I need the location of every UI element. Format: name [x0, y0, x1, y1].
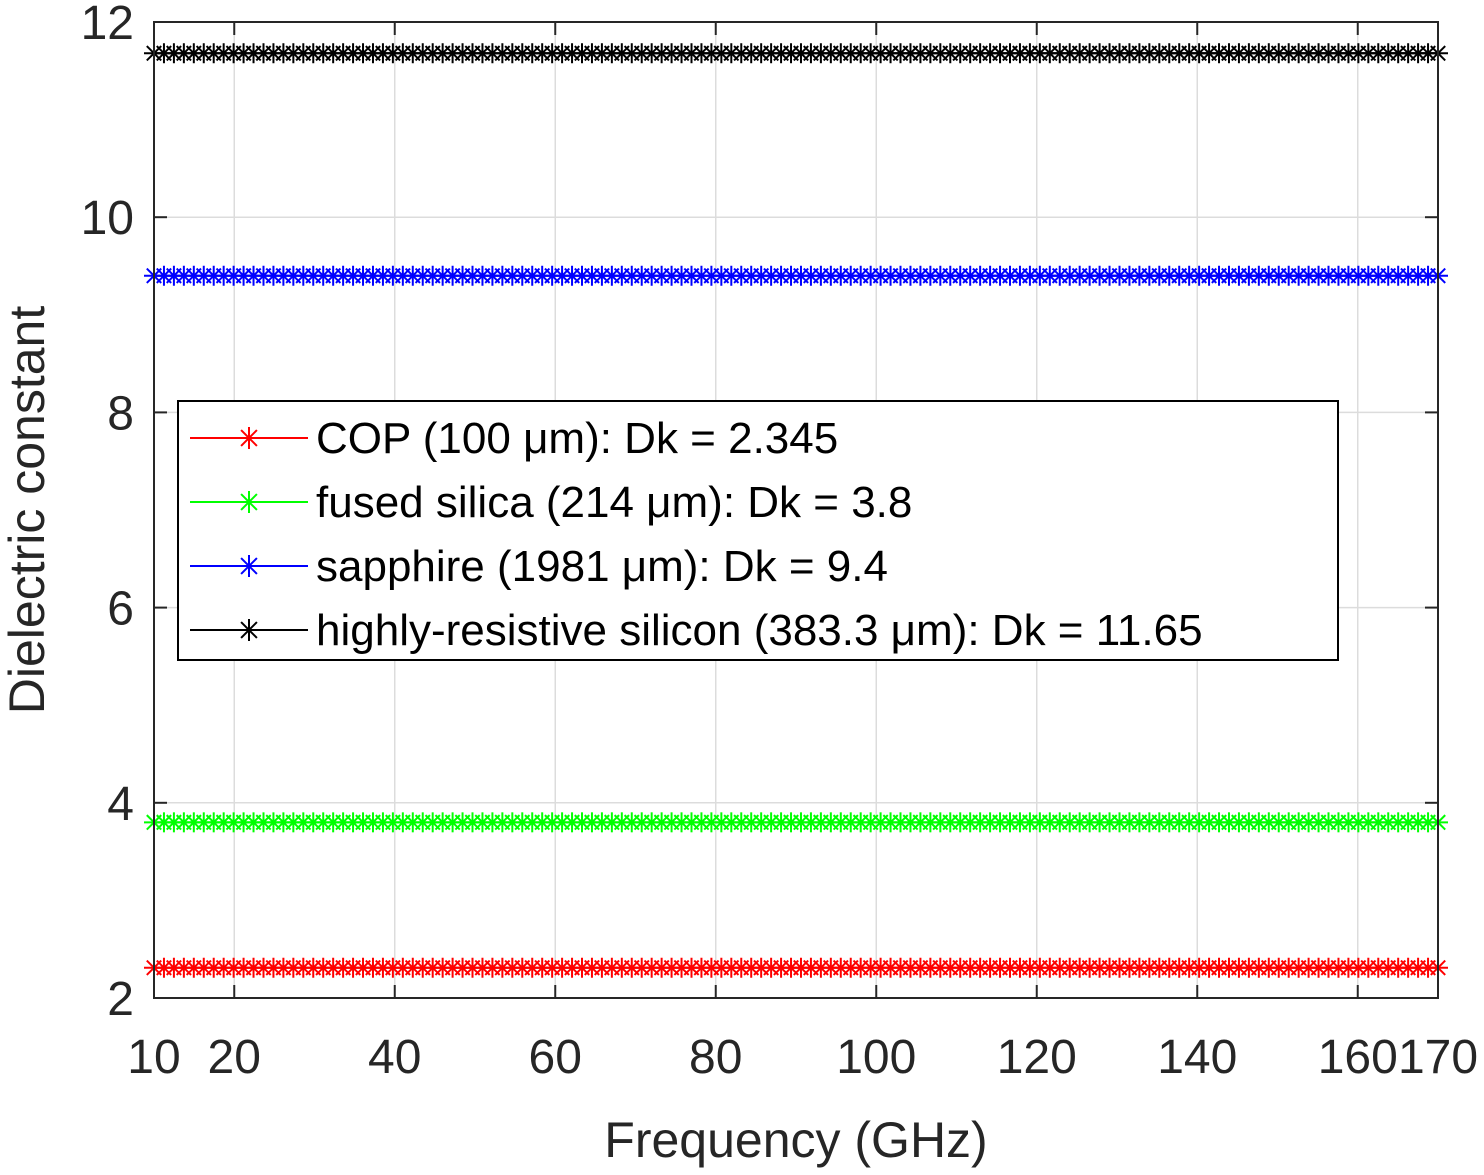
x-axis-label: Frequency (GHz) [604, 1112, 987, 1168]
legend-marker-0 [238, 427, 260, 449]
legend-entry-1: fused silica (214 μm): Dk = 3.8 [190, 478, 912, 527]
y-tick-label-2: 2 [107, 973, 134, 1026]
axes-box [153, 21, 1439, 999]
legend-label-2: sapphire (1981 μm): Dk = 9.4 [316, 542, 888, 591]
legend-marker-2 [238, 555, 260, 577]
series-1 [144, 812, 1448, 833]
y-tick-label-4: 4 [107, 778, 134, 831]
x-tick-label-40: 40 [368, 1031, 421, 1084]
y-tick-label-8: 8 [107, 387, 134, 440]
legend-label-0: COP (100 μm): Dk = 2.345 [316, 414, 838, 463]
legend-label-1: fused silica (214 μm): Dk = 3.8 [316, 478, 912, 527]
x-tick-label-20: 20 [208, 1031, 261, 1084]
x-tick-label-140: 140 [1157, 1031, 1237, 1084]
legend-entry-3: highly-resistive silicon (383.3 μm): Dk … [190, 606, 1203, 655]
legend-marker-3 [238, 619, 260, 641]
legend-label-3: highly-resistive silicon (383.3 μm): Dk … [316, 606, 1203, 655]
y-tick-label-10: 10 [81, 192, 134, 245]
series-layer [144, 43, 1448, 978]
legend-marker-1 [238, 491, 260, 513]
x-tick-label-160: 160 [1318, 1031, 1398, 1084]
x-tick-label-100: 100 [836, 1031, 916, 1084]
legend-entry-2: sapphire (1981 μm): Dk = 9.4 [190, 542, 888, 591]
x-tick-label-80: 80 [689, 1031, 742, 1084]
x-tick-label-60: 60 [529, 1031, 582, 1084]
series-3 [144, 43, 1448, 64]
x-tick-label-120: 120 [997, 1031, 1077, 1084]
y-axis-label: Dielectric constant [0, 306, 55, 715]
x-tick-label-170: 170 [1398, 1031, 1478, 1084]
legend-box [177, 400, 1339, 661]
legend-entry-0: COP (100 μm): Dk = 2.345 [190, 414, 838, 463]
ticks: 10 20 40 60 80 100 120 140 160 170 2 4 6 8 10 12 [81, 0, 1478, 1084]
legend: COP (100 μm): Dk = 2.345 fused silica (21… [177, 400, 1339, 661]
x-tick-label-10: 10 [127, 1031, 180, 1084]
y-tick-label-12: 12 [81, 0, 134, 50]
series-2 [144, 265, 1448, 286]
series-0 [144, 957, 1448, 978]
y-tick-label-6: 6 [107, 583, 134, 636]
